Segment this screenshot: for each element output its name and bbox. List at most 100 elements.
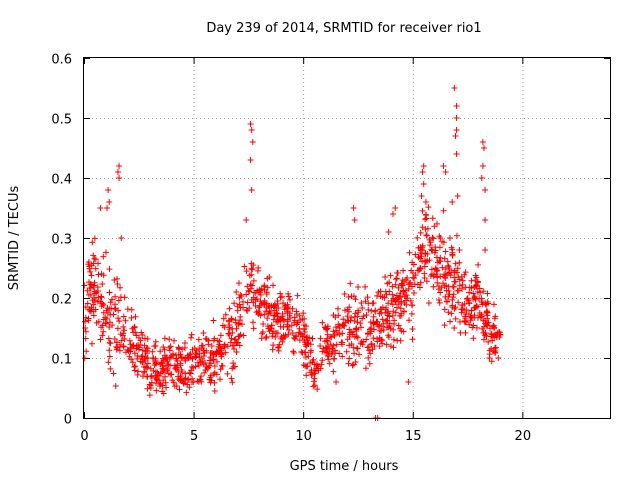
data-point [228,375,235,382]
data-point [142,335,149,342]
data-point [305,353,312,360]
data-point [449,302,456,309]
data-point [175,344,182,351]
data-point [452,260,459,267]
data-point [467,317,474,324]
data-point [392,205,399,211]
data-point [387,272,394,279]
data-point [189,346,196,353]
data-point [389,283,396,290]
data-point [386,313,393,320]
data-point [205,337,212,344]
data-point [325,356,332,363]
data-point [418,193,425,199]
data-point [277,335,284,342]
data-point [115,315,122,322]
data-point [445,262,452,269]
data-point [182,370,189,377]
data-point [166,336,173,343]
data-point [455,287,462,294]
data-point [448,310,455,317]
data-point [112,293,119,300]
data-point [159,388,166,395]
data-point [479,139,486,145]
data-point [421,275,428,282]
data-point [99,281,106,288]
data-point [436,299,443,306]
data-point [441,322,448,329]
data-point [231,342,238,349]
data-point [326,360,333,367]
data-point [194,378,201,385]
data-point [261,301,268,308]
data-point [392,276,399,283]
data-point [248,127,255,133]
data-point [406,249,413,256]
data-point [456,259,463,266]
data-point [471,284,478,291]
data-point [120,313,127,320]
data-point [345,360,352,367]
data-point [131,324,138,331]
data-point [410,261,417,268]
data-point [478,299,485,306]
data-point [286,327,293,334]
data-point [250,319,257,326]
data-point [285,331,292,338]
data-point [363,336,370,343]
data-point [457,329,464,336]
data-point [107,365,114,372]
data-point [219,362,226,369]
data-point [89,297,96,304]
data-point [167,343,174,350]
data-point [271,301,278,308]
x-tick-label: 10 [295,429,312,444]
data-point [380,326,387,333]
data-point [368,340,375,347]
data-point [363,312,370,319]
data-point [488,358,495,365]
data-point [374,292,381,299]
data-point [362,365,369,372]
data-point [434,267,441,274]
data-point [181,344,188,351]
data-point [127,345,134,352]
data-point [147,365,154,372]
data-point [382,274,389,281]
data-point [221,341,228,348]
data-point [114,275,121,282]
data-point [332,324,339,331]
data-point [281,306,288,313]
data-point [435,296,442,303]
data-point [350,361,357,368]
data-point [272,333,279,340]
data-point [135,342,142,349]
data-point [246,272,253,279]
data-point [88,262,95,269]
data-point [422,199,429,205]
data-point [180,378,187,385]
data-point [143,373,150,380]
data-point [484,321,491,328]
data-point [385,332,392,339]
data-point [299,349,306,356]
data-point [128,306,135,313]
data-point [298,348,305,355]
data-point [165,361,172,368]
y-tick-label: 0.5 [51,113,72,128]
data-point [456,247,463,254]
data-point [328,350,335,357]
data-point [362,298,369,305]
data-point [478,175,485,181]
data-point [264,323,271,330]
data-point [229,329,236,336]
data-point [330,355,337,362]
data-point [106,347,113,354]
data-point [300,361,307,368]
data-point [370,313,377,320]
y-tick-label: 0.1 [51,353,72,368]
data-point [396,312,403,319]
data-point [399,282,406,289]
data-point [440,239,447,246]
data-point [116,347,123,354]
